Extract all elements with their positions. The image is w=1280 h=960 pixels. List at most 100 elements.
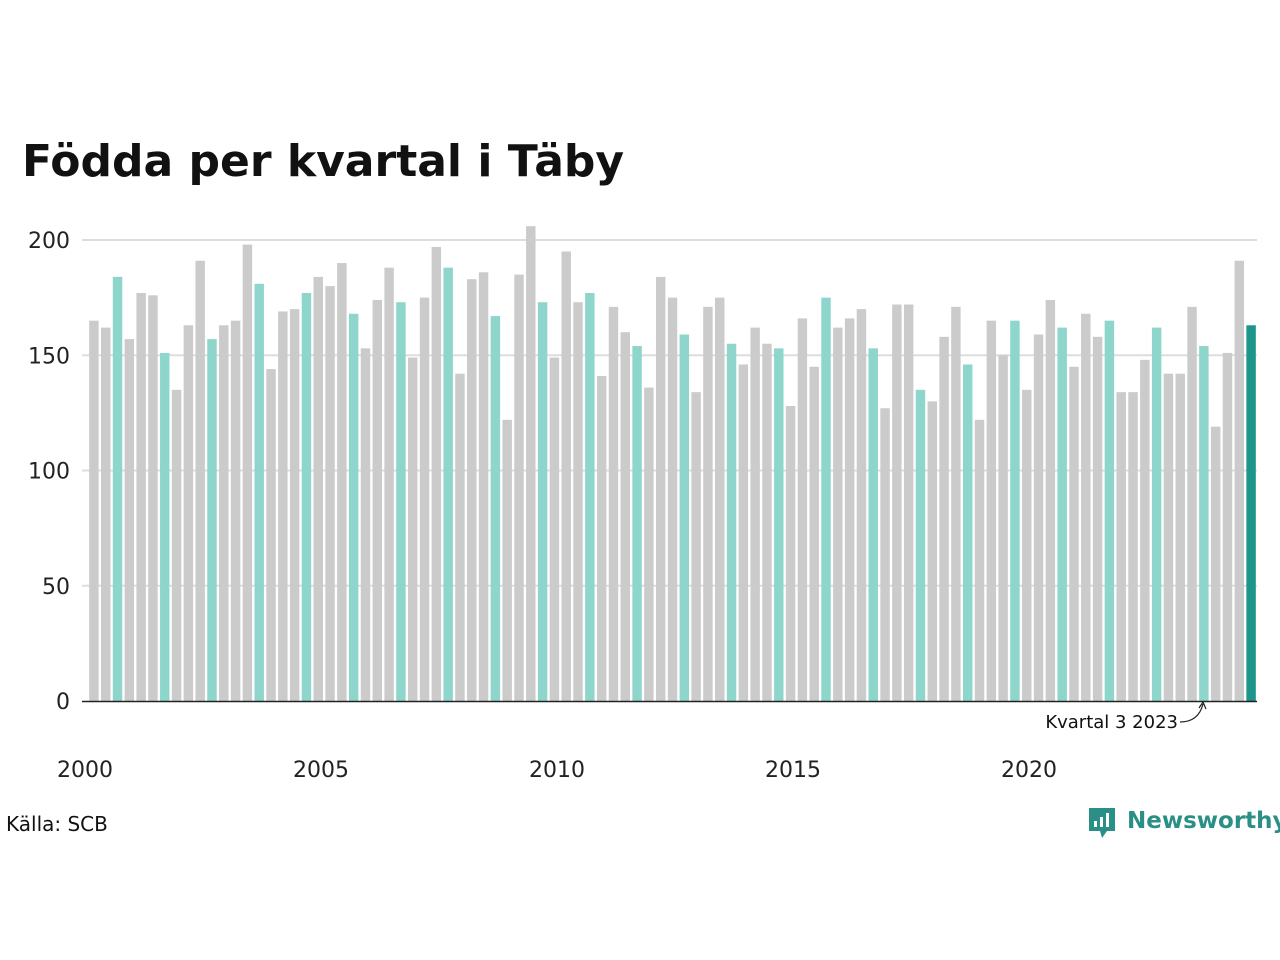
y-tick-label: 0 bbox=[56, 690, 70, 715]
bars bbox=[89, 226, 1256, 702]
bar bbox=[774, 348, 784, 701]
bar bbox=[691, 392, 701, 701]
bar bbox=[136, 293, 146, 701]
bar bbox=[939, 336, 949, 701]
bar bbox=[679, 334, 690, 701]
bar bbox=[762, 343, 772, 701]
bar bbox=[667, 297, 678, 702]
bar bbox=[148, 295, 158, 701]
bar bbox=[431, 246, 442, 701]
bar bbox=[903, 304, 914, 701]
bar bbox=[785, 405, 796, 701]
bar bbox=[1116, 392, 1126, 701]
bar bbox=[1081, 313, 1091, 701]
bar bbox=[844, 318, 855, 701]
x-tick-label: 2015 bbox=[765, 758, 821, 783]
bar bbox=[124, 339, 135, 701]
bar bbox=[974, 419, 985, 701]
bar bbox=[254, 283, 264, 701]
bar bbox=[1222, 352, 1233, 701]
annotation-arrow bbox=[1179, 703, 1204, 723]
bar bbox=[313, 276, 323, 701]
bar bbox=[726, 343, 737, 701]
bar bbox=[230, 320, 241, 701]
bar bbox=[266, 369, 276, 701]
bar bbox=[1210, 426, 1221, 701]
bar bbox=[526, 226, 536, 702]
bar bbox=[1234, 260, 1245, 701]
bar bbox=[1057, 327, 1067, 701]
bar bbox=[715, 297, 725, 702]
latest-annotation: Kvartal 3 2023 bbox=[1045, 700, 1207, 733]
bar bbox=[278, 311, 288, 701]
bar bbox=[1140, 359, 1150, 701]
y-tick-label: 50 bbox=[42, 575, 70, 600]
bar bbox=[384, 267, 394, 701]
bar bbox=[396, 302, 406, 701]
bar bbox=[207, 339, 217, 701]
brand-name: Newsworthy bbox=[1127, 808, 1280, 834]
bar bbox=[998, 355, 1008, 701]
y-tick-label: 150 bbox=[28, 344, 70, 369]
bar bbox=[183, 325, 194, 701]
chart-title: Födda per kvartal i Täby bbox=[22, 136, 624, 187]
bar bbox=[1246, 325, 1256, 701]
bar bbox=[289, 309, 300, 701]
bar bbox=[1010, 320, 1020, 701]
bar bbox=[1199, 346, 1209, 701]
bar bbox=[219, 325, 229, 701]
bar bbox=[986, 320, 997, 701]
bar bbox=[962, 364, 973, 701]
bar bbox=[585, 293, 595, 701]
bar bbox=[632, 346, 642, 701]
x-tick-label: 2005 bbox=[293, 758, 349, 783]
bar bbox=[1151, 327, 1162, 701]
bar bbox=[467, 279, 477, 701]
bar bbox=[419, 297, 430, 702]
brand-logo: Newsworthy bbox=[1089, 808, 1280, 838]
bar bbox=[644, 387, 654, 701]
bar bbox=[951, 306, 961, 701]
bar bbox=[537, 302, 548, 701]
bar bbox=[738, 364, 749, 701]
bar bbox=[868, 348, 878, 701]
y-tick-label: 100 bbox=[28, 460, 70, 485]
bar bbox=[490, 316, 501, 701]
bar bbox=[821, 297, 831, 702]
y-axis-ticks: 0 50 100 150 200 bbox=[28, 229, 70, 715]
bar bbox=[655, 276, 666, 701]
bar bbox=[561, 251, 571, 701]
bar bbox=[443, 267, 453, 701]
bar bbox=[1033, 334, 1044, 701]
annotation-label: Kvartal 3 2023 bbox=[1045, 712, 1178, 733]
bar bbox=[620, 332, 630, 701]
bar bbox=[478, 272, 489, 701]
x-tick-label: 2020 bbox=[1001, 758, 1057, 783]
bar bbox=[927, 401, 937, 701]
source-text: Källa: SCB bbox=[6, 812, 108, 836]
newsworthy-logo-icon bbox=[1089, 808, 1115, 838]
bar bbox=[809, 366, 819, 701]
bar bbox=[1163, 373, 1174, 701]
bar bbox=[880, 408, 890, 701]
bar bbox=[242, 244, 253, 702]
bar bbox=[833, 327, 843, 701]
bar bbox=[301, 293, 312, 701]
bar bbox=[915, 389, 926, 701]
bar bbox=[596, 376, 607, 701]
bar bbox=[1045, 299, 1056, 701]
bar bbox=[160, 352, 170, 701]
annotation-arrowhead bbox=[1198, 700, 1207, 710]
bar bbox=[750, 327, 760, 701]
bar bbox=[1069, 366, 1079, 701]
y-tick-label: 200 bbox=[28, 229, 70, 254]
bar bbox=[1092, 336, 1103, 701]
bar bbox=[1104, 320, 1115, 701]
bar bbox=[455, 373, 465, 701]
bar bbox=[171, 389, 182, 701]
bar bbox=[797, 318, 808, 701]
bar bbox=[1128, 392, 1138, 701]
bar bbox=[325, 286, 335, 701]
bar bbox=[408, 357, 418, 701]
